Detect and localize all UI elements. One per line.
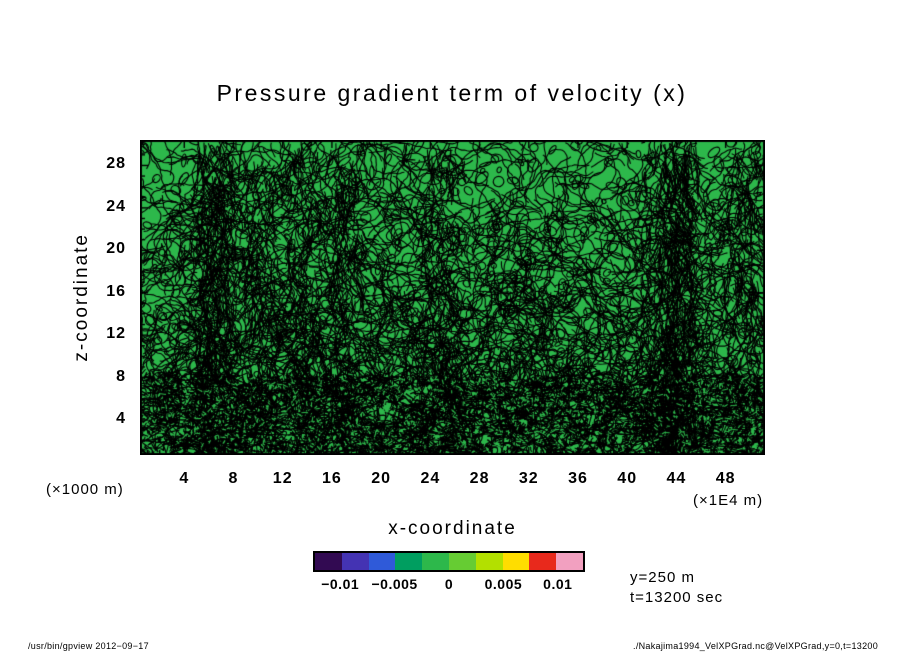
- colorbar-segment: [422, 553, 449, 570]
- footer-datasource: ./Nakajima1994_VelXPGrad.nc@VelXPGrad,y=…: [633, 641, 878, 651]
- y-tick-label: 28: [106, 155, 126, 173]
- x-tick-label: 20: [371, 470, 392, 487]
- colorbar-segment: [395, 553, 423, 570]
- colorbar-tick-label: −0.01: [321, 576, 360, 592]
- x-tick-label: 48: [715, 470, 736, 487]
- x-tick-label: 16: [322, 470, 342, 487]
- y-tick-label: 8: [116, 367, 126, 385]
- x-tick-label: 4: [179, 470, 190, 487]
- colorbar-tick-label: 0.005: [484, 576, 523, 592]
- annotation-y: y=250 m: [630, 569, 695, 586]
- y-axis-unit: (×1000 m): [46, 481, 124, 498]
- colorbar-tick-label: 0: [444, 576, 454, 592]
- x-tick-label: 36: [568, 470, 588, 487]
- colorbar-segment: [341, 553, 369, 570]
- x-tick-label: 28: [469, 470, 490, 487]
- colorbar: [313, 551, 585, 572]
- colorbar-segment: [448, 553, 476, 570]
- x-tick-label: 8: [228, 470, 239, 487]
- y-tick-label: 20: [106, 240, 126, 258]
- colorbar-segment: [502, 553, 530, 570]
- colorbar-segment: [556, 553, 583, 570]
- y-axis-label: z-coordinate: [71, 233, 92, 362]
- colorbar-tick-label: −0.005: [371, 576, 418, 592]
- contour-plot-area: [140, 140, 765, 455]
- x-axis-label: x-coordinate: [388, 518, 517, 539]
- x-tick-label: 40: [617, 470, 638, 487]
- x-tick-label: 12: [272, 470, 293, 487]
- x-tick-label: 44: [666, 470, 687, 487]
- x-tick-label: 32: [518, 470, 539, 487]
- x-axis-unit: (×1E4 m): [693, 492, 764, 509]
- x-tick-label: 24: [420, 470, 441, 487]
- y-axis-label-container: z-coordinate: [62, 140, 102, 455]
- colorbar-segment: [475, 553, 503, 570]
- colorbar-segment: [315, 553, 342, 570]
- y-tick-label: 16: [106, 282, 126, 300]
- y-tick-label: 12: [106, 325, 126, 343]
- colorbar-tick-label: 0.01: [543, 576, 573, 592]
- y-tick-label: 4: [116, 410, 126, 427]
- annotation-t: t=13200 sec: [630, 589, 724, 606]
- colorbar-segment: [368, 553, 396, 570]
- footer-command: /usr/bin/gpview 2012−09−17: [28, 641, 149, 651]
- colorbar-segment: [529, 553, 557, 570]
- chart-title: Pressure gradient term of velocity (x): [216, 80, 688, 106]
- y-tick-label: 24: [106, 197, 126, 215]
